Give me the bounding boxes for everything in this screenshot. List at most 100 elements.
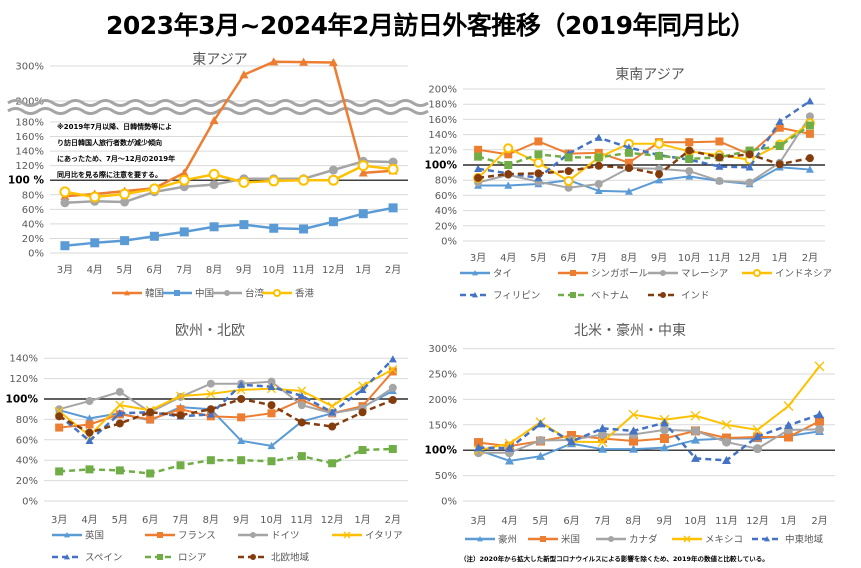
- x-tick-label: 2月: [802, 252, 818, 264]
- data-point: [474, 173, 483, 182]
- data-point: [691, 453, 700, 462]
- legend-marker: [174, 290, 180, 296]
- data-point: [85, 436, 94, 445]
- data-point: [299, 57, 309, 66]
- legend-label: 北欧地域: [271, 552, 310, 564]
- y-tick-label: 60%: [22, 205, 44, 216]
- x-tick-label: 12月: [322, 264, 345, 276]
- data-point: [267, 457, 276, 466]
- data-point: [388, 203, 398, 213]
- legend-item: ドイツ: [238, 531, 300, 542]
- data-point: [328, 459, 337, 468]
- x-tick-label: 8月: [203, 514, 219, 526]
- x-tick-label: 1月: [354, 514, 370, 526]
- x-tick-label: 9月: [233, 514, 249, 526]
- data-point: [206, 405, 215, 414]
- legend-marker: [157, 554, 163, 560]
- legend-item: 中国: [162, 288, 214, 300]
- data-point: [237, 436, 246, 445]
- data-point: [55, 467, 64, 476]
- x-tick-label: 7月: [172, 514, 188, 526]
- legend-item: ロシア: [145, 553, 207, 564]
- y-tick-label: 100 %: [8, 175, 45, 187]
- data-point: [148, 183, 160, 195]
- x-tick-label: 10月: [684, 515, 707, 527]
- data-point: [598, 429, 607, 439]
- series-1: [60, 203, 398, 251]
- data-point: [179, 227, 189, 237]
- data-point: [690, 410, 701, 421]
- series-3: [59, 160, 399, 203]
- data-point: [328, 408, 337, 416]
- data-point: [624, 164, 633, 173]
- series-4: [474, 410, 824, 464]
- series-line: [58, 358, 394, 443]
- data-point: [775, 142, 784, 150]
- data-point: [505, 456, 514, 465]
- data-point: [206, 379, 215, 388]
- data-point: [534, 169, 543, 178]
- legend-label: マレーシア: [681, 269, 728, 280]
- data-point: [629, 436, 638, 446]
- data-point: [328, 165, 338, 175]
- data-point: [90, 238, 100, 248]
- x-tick-label: 4月: [500, 252, 516, 264]
- x-tick-label: 5月: [112, 514, 128, 526]
- y-tick-label: 100%: [425, 160, 458, 172]
- y-tick-label: 200%: [428, 395, 457, 406]
- legend-item: 英国: [52, 530, 104, 542]
- x-tick-label: 4月: [87, 264, 103, 276]
- legend-marker: [660, 292, 666, 298]
- legend-label: イタリア: [365, 531, 403, 542]
- data-point: [358, 385, 367, 394]
- legend-item: シンガポール: [558, 269, 649, 280]
- data-point: [89, 191, 101, 203]
- data-point: [567, 430, 576, 440]
- legend-label: カナダ: [629, 534, 658, 546]
- x-tick-label: 8月: [621, 252, 637, 264]
- legend-item: メキシコ: [672, 535, 743, 546]
- x-tick-label: 1月: [780, 515, 796, 527]
- data-point: [179, 168, 189, 177]
- legend-item: 豪州: [465, 534, 517, 546]
- data-point: [805, 121, 814, 130]
- legend-item: フランス: [145, 531, 216, 542]
- x-tick-label: 11月: [715, 515, 738, 527]
- data-point: [474, 443, 483, 452]
- legend-marker: [124, 290, 130, 296]
- data-point: [209, 116, 219, 125]
- series-line: [477, 149, 811, 180]
- data-point: [115, 400, 125, 410]
- data-point: [815, 424, 824, 434]
- data-point: [594, 153, 603, 162]
- legend-marker: [273, 289, 281, 297]
- y-tick-label: 120%: [9, 374, 38, 385]
- data-point: [55, 423, 64, 432]
- data-point: [178, 174, 190, 186]
- legend-item: タイ: [460, 269, 512, 280]
- y-tick-label: 20%: [435, 221, 457, 232]
- data-point: [176, 405, 185, 414]
- axis-break-wave: [7, 107, 429, 115]
- x-tick-label: 7月: [591, 252, 607, 264]
- legend-label: 香港: [295, 288, 315, 300]
- x-tick-label: 5月: [530, 252, 546, 264]
- legend-label: 中東地域: [785, 534, 824, 546]
- data-point: [594, 133, 603, 141]
- legend-marker: [224, 290, 230, 296]
- series-line: [64, 60, 394, 198]
- series-line: [478, 413, 820, 462]
- data-point: [715, 153, 724, 162]
- data-point: [629, 444, 638, 453]
- y-tick-label: 140%: [9, 354, 38, 365]
- legend-marker: [250, 532, 256, 538]
- east-asia-note: ※2019年7月以降、日韓情勢等によ り訪日韓国人旅行者数が減少傾向 にあったた…: [57, 119, 175, 183]
- y-tick-label: 300%: [15, 62, 44, 73]
- legend-marker: [608, 536, 614, 542]
- legend-marker: [157, 532, 163, 538]
- legend-label: インドネシア: [775, 269, 832, 280]
- legend-marker: [477, 536, 483, 542]
- legend-marker: [683, 535, 691, 543]
- x-tick-label: 2月: [811, 515, 827, 527]
- x-tick-label: 6月: [563, 515, 579, 527]
